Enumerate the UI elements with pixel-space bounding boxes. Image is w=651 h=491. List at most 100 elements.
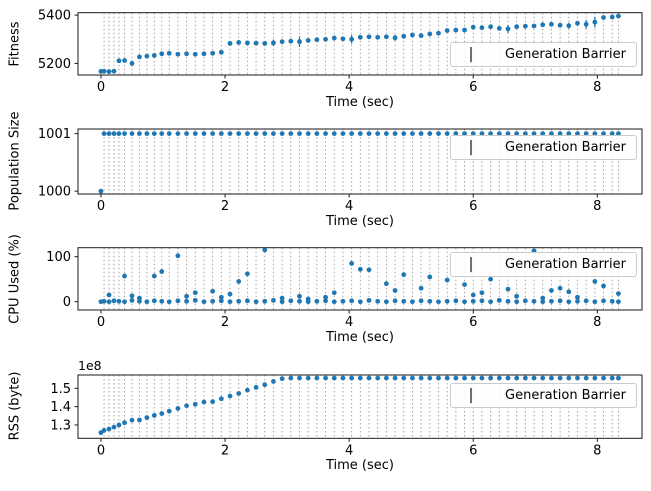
data-point-spike xyxy=(159,269,165,274)
vline-marker-icon: | xyxy=(468,45,474,64)
data-point xyxy=(340,131,346,137)
data-point xyxy=(462,131,467,137)
data-point xyxy=(166,299,172,305)
data-point xyxy=(583,375,589,381)
data-point xyxy=(236,391,242,396)
y-tick-label: 100 xyxy=(46,250,71,265)
data-point xyxy=(436,299,441,305)
legend-generation-barrier-1: | Generation Barrier xyxy=(450,42,637,67)
data-point-spike xyxy=(557,285,563,291)
data-point xyxy=(175,51,181,57)
data-point xyxy=(392,131,398,137)
x-tick-label: 0 xyxy=(97,315,105,330)
data-point xyxy=(244,387,250,393)
data-point xyxy=(496,375,502,381)
scatter-points xyxy=(98,13,621,75)
data-point xyxy=(106,131,112,137)
data-point xyxy=(427,375,433,381)
data-point xyxy=(427,131,433,137)
data-point xyxy=(236,131,242,137)
data-point xyxy=(323,298,328,304)
data-point xyxy=(218,49,224,55)
x-tick-label: 2 xyxy=(221,315,229,330)
data-point xyxy=(244,298,250,304)
data-point xyxy=(453,131,459,137)
x-tick-label: 8 xyxy=(593,443,601,458)
data-point-spike xyxy=(297,293,302,299)
y-tick-label: 1.4 xyxy=(50,400,71,415)
data-point-spike xyxy=(151,273,157,279)
y-axis-label-rss: RSS (byte) xyxy=(7,371,23,441)
data-point xyxy=(166,50,172,56)
data-point xyxy=(549,131,554,137)
legend-generation-barrier-2: | Generation Barrier xyxy=(450,135,637,160)
data-point xyxy=(470,131,476,137)
data-point-spike xyxy=(479,290,485,296)
data-point xyxy=(331,131,337,137)
legend-label: Generation Barrier xyxy=(505,388,626,403)
data-point xyxy=(522,375,528,381)
data-point xyxy=(531,298,537,304)
data-point xyxy=(410,299,415,305)
data-point xyxy=(129,297,135,303)
data-point-spike xyxy=(470,292,476,298)
data-point xyxy=(218,131,224,137)
data-point xyxy=(331,299,337,305)
data-point xyxy=(383,34,389,40)
data-point-spike xyxy=(262,247,268,253)
data-point xyxy=(566,23,572,29)
data-point xyxy=(314,375,320,381)
data-point xyxy=(122,58,127,63)
data-point xyxy=(357,131,363,137)
data-point xyxy=(366,297,372,303)
data-point xyxy=(462,375,467,381)
subplot-cpu-used-: 0 2 4 6 8 0 100 xyxy=(46,247,643,330)
data-point xyxy=(531,23,537,29)
legend-generation-barrier-3: | Generation Barrier xyxy=(450,252,637,277)
data-point-spike xyxy=(122,273,127,279)
data-point xyxy=(314,131,320,137)
data-point xyxy=(106,69,112,75)
data-point xyxy=(383,131,389,137)
data-point xyxy=(288,375,294,381)
data-point xyxy=(514,299,520,305)
data-point xyxy=(366,131,372,137)
data-point xyxy=(592,375,598,381)
data-point-spike xyxy=(575,294,580,300)
y-tick-label: 1000 xyxy=(38,185,71,200)
data-point xyxy=(175,406,181,411)
data-point xyxy=(616,131,621,137)
data-point xyxy=(144,53,150,59)
data-point-spike xyxy=(175,253,181,259)
data-point xyxy=(375,298,381,304)
data-point xyxy=(488,24,494,30)
data-point xyxy=(436,131,441,137)
data-point xyxy=(305,38,311,43)
x-tick-label: 8 xyxy=(593,80,601,95)
data-point xyxy=(531,375,537,381)
data-point-spike xyxy=(549,288,554,293)
data-point xyxy=(616,375,621,381)
data-point xyxy=(401,33,407,39)
legend-generation-barrier-4: | Generation Barrier xyxy=(450,383,637,408)
data-point xyxy=(279,299,285,305)
generation-barrier-lines xyxy=(103,375,619,439)
data-point xyxy=(323,375,328,381)
data-point xyxy=(349,298,355,304)
x-tick-label: 4 xyxy=(345,199,353,214)
data-point xyxy=(505,26,511,32)
data-point xyxy=(357,299,363,305)
data-point xyxy=(549,21,554,27)
scatter-points xyxy=(98,375,621,436)
data-point xyxy=(410,32,415,38)
data-point-spike xyxy=(540,295,546,301)
data-point xyxy=(616,13,621,19)
data-point xyxy=(470,298,476,304)
data-point xyxy=(151,131,157,137)
data-point xyxy=(288,298,294,304)
data-point xyxy=(129,131,135,137)
data-point xyxy=(549,375,554,381)
data-point xyxy=(159,51,165,57)
data-point-spike xyxy=(349,261,355,266)
data-point xyxy=(144,131,150,137)
